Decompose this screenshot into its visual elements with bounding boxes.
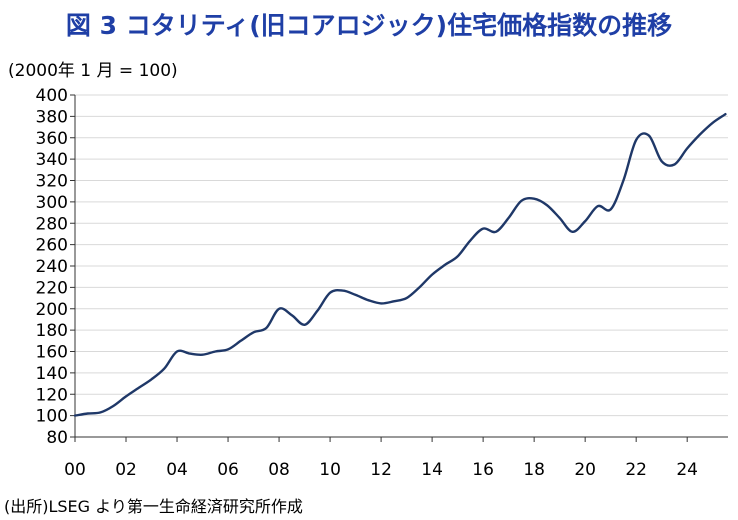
x-tick-label-20: 20 bbox=[574, 460, 596, 480]
x-tick-label-08: 08 bbox=[268, 460, 290, 480]
x-tick-label-12: 12 bbox=[370, 460, 392, 480]
x-tick-label-00: 00 bbox=[64, 460, 86, 480]
y-tick-label-220: 220 bbox=[36, 278, 68, 298]
y-tick-label-180: 180 bbox=[36, 321, 68, 341]
chart-title: 図 3 コタリティ(旧コアロジック)住宅価格指数の推移 bbox=[66, 11, 672, 40]
x-tick-label-16: 16 bbox=[472, 460, 494, 480]
y-tick-label-360: 360 bbox=[36, 129, 68, 149]
y-tick-label-240: 240 bbox=[36, 257, 68, 277]
y-tick-label-120: 120 bbox=[36, 385, 68, 405]
y-tick-label-100: 100 bbox=[36, 407, 68, 427]
y-tick-label-340: 340 bbox=[36, 150, 68, 170]
source-note: (出所)LSEG より第一生命経済研究所作成 bbox=[4, 497, 303, 516]
x-tick-label-24: 24 bbox=[676, 460, 698, 480]
x-tick-label-14: 14 bbox=[421, 460, 443, 480]
series-layer bbox=[73, 113, 727, 417]
y-tick-label-260: 260 bbox=[36, 236, 68, 256]
series-line-0 bbox=[73, 113, 727, 417]
y-tick-label-320: 320 bbox=[36, 172, 68, 192]
gridlines bbox=[75, 94, 728, 417]
y-tick-label-160: 160 bbox=[36, 343, 68, 363]
x-tick-label-06: 06 bbox=[217, 460, 239, 480]
x-tick-label-10: 10 bbox=[319, 460, 341, 480]
y-tick-label-80: 80 bbox=[46, 428, 68, 448]
x-tick-label-02: 02 bbox=[115, 460, 137, 480]
y-tick-label-140: 140 bbox=[36, 364, 68, 384]
y-tick-label-200: 200 bbox=[36, 300, 68, 320]
unit-label: (2000年 1 月 = 100) bbox=[8, 61, 178, 81]
x-tick-label-22: 22 bbox=[625, 460, 647, 480]
y-axis-tick-labels: 8010012014016018020022024026028030032034… bbox=[36, 86, 68, 448]
x-axis-tick-labels: 00 02 04 06 08 10 12 14 16 18 20 22 24 bbox=[64, 460, 698, 480]
y-tick-label-400: 400 bbox=[36, 86, 68, 106]
axes bbox=[70, 94, 728, 442]
x-tick-label-18: 18 bbox=[523, 460, 545, 480]
y-tick-label-300: 300 bbox=[36, 193, 68, 213]
y-tick-label-280: 280 bbox=[36, 214, 68, 234]
y-tick-label-380: 380 bbox=[36, 107, 68, 127]
x-tick-label-04: 04 bbox=[166, 460, 188, 480]
